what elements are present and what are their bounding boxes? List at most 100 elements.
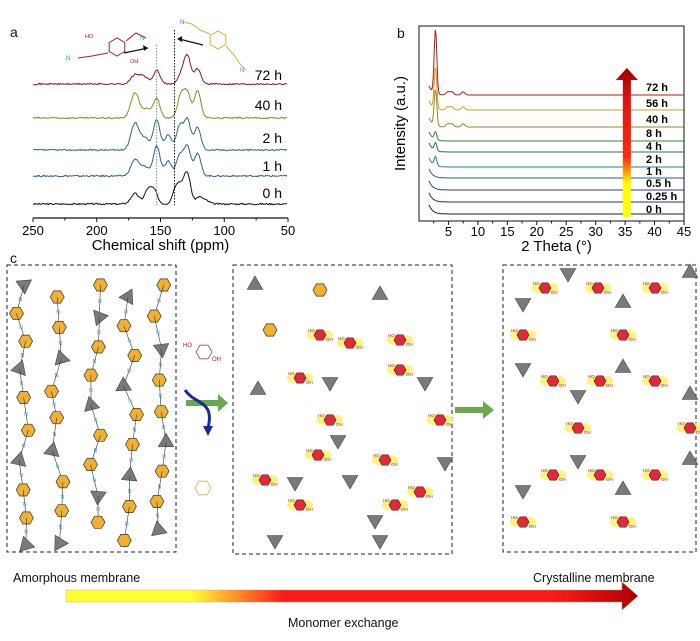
green-arrow [186,394,228,412]
monomer-exchange-gradient-arrow [65,581,639,611]
oh-label: OH [551,290,558,295]
oh-label: OH [306,507,313,512]
triangle-node [341,475,359,490]
oh-label: OH [212,357,221,363]
series-line-0h [428,204,684,215]
red-hexagon [343,337,357,349]
n-label: N [66,56,70,62]
imine-n-label: N [156,514,160,520]
arrowhead [177,36,182,42]
triangle-node [90,490,107,506]
oh-label: OH [271,482,278,487]
ho-label: HO [588,468,595,473]
orange-hexagon [127,348,143,362]
series-line-4h [428,141,684,153]
triangle-node [614,480,632,495]
series-label: 4 h [646,141,662,153]
x-tick-label: 250 [22,223,44,238]
oh-label: OH [401,507,408,512]
red-hexagon [433,414,447,426]
triangle-node [152,343,170,359]
x-tick-label: 35 [618,224,632,239]
ho-label: HO [253,473,260,478]
ho-label: HO [183,343,192,349]
red-hexagon [616,516,630,528]
series-line-40h [428,89,684,128]
triangle-node [286,477,304,492]
bond [153,315,162,349]
ho-label: HO [611,515,618,520]
ho-label: HO [533,281,540,286]
orange-hexagon [156,278,172,292]
imine-n-label: N [157,299,161,305]
oh-label: OH [406,372,413,377]
red-hexagon [683,422,697,434]
series-line-0h [32,171,288,206]
imine-bond [182,21,211,35]
oh-label: OH [306,380,313,385]
ho-label: HO [588,374,595,379]
red-hexagon [378,454,392,466]
oh-label: OH [559,477,566,482]
red-hexagon [591,282,605,294]
triangle-node [321,377,339,392]
oh-label: OH [661,383,668,388]
blue-arrowhead [203,426,213,436]
triangle-node [118,288,134,306]
triangle-node [614,293,632,308]
triangle-node [614,358,632,373]
green-arrow-right [455,401,494,419]
imine-n-label: N [20,381,24,387]
panel-b-label: b [397,25,405,41]
orange-hexagon [18,511,34,525]
benzene-ring [209,30,227,50]
x-tick-label: 100 [213,223,235,238]
amorphous-box [6,264,177,553]
x-tick-label: 5 [445,224,452,239]
red-hexagon [313,329,327,341]
orange-hexagon [83,368,99,382]
triangle-node [19,535,36,552]
triangle-node [416,377,434,392]
ho-label: HO [383,498,390,503]
imine-n-label: N [127,339,131,345]
molecule-terephthalaldehyde: NN [177,20,247,74]
red-hexagon [393,364,407,376]
series-line-0.25h [428,192,684,203]
series-label: 2 h [646,154,662,166]
orange-hexagon [125,437,140,451]
triangle-node [366,515,384,530]
diagram-c-monomer-exchange: N N N N N N N N N N N N N N N N N N N N N N N N N N N N N N N N N N N N N N N N… [6,263,700,611]
x-axis-title: 2 Theta (°) [521,238,592,255]
series-line-1h [428,168,684,179]
oh-label: OH [406,342,413,347]
imine-n-label: N [125,521,129,527]
imine-n-label: N [24,529,28,535]
chart-a-nmr: 250 200 150 100 50 Chemical shift (ppm) 0 h 1 h… [22,20,295,254]
imine-n-label: N [133,427,137,433]
imine-n-label: N [128,489,132,495]
triangle-node [329,435,347,450]
series-line-2h [428,155,684,168]
oh-label: OH [661,477,668,482]
triangle-node [10,451,27,467]
yellow-monomer-ring [194,480,212,496]
ho-label: HO [566,421,573,426]
red-hexagon [593,375,607,387]
imine-n-label: N [55,373,59,379]
bond [90,464,99,497]
imine-n-label: N [56,310,60,316]
n-label: N [140,36,144,42]
imine-n-label: N [158,394,162,400]
triangle-node [559,268,577,283]
triangle-node [115,376,133,392]
series-line-2h [32,116,288,152]
ho-label: HO [586,281,593,286]
series-label: 72 h [646,82,668,94]
x-tick-label: 15 [500,224,514,239]
ho-label: HO [318,413,325,418]
x-tick-label: 30 [588,224,602,239]
ho-label: HO [428,413,435,418]
imine-n-label: N [89,388,93,394]
red-hexagon [516,516,530,528]
